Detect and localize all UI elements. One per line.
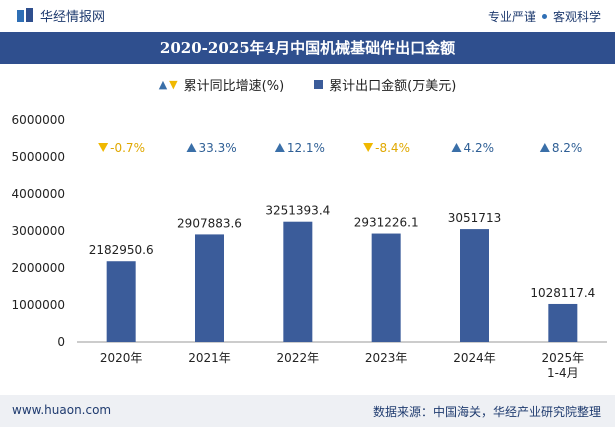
up-triangle-icon — [186, 143, 197, 152]
bar-value-label: 3251393.4 — [265, 204, 330, 218]
brand: 华经情报网 — [16, 6, 105, 25]
tagline-left: 专业严谨 — [487, 10, 536, 24]
bar — [548, 303, 578, 342]
bar-value-label: 2182950.6 — [89, 243, 154, 257]
down-triangle-icon — [98, 143, 109, 152]
legend-label-growth: 累计同比增速(%) — [183, 79, 285, 94]
tagline: 专业严谨 客观科学 — [488, 8, 601, 25]
y-tick-label: 6000000 — [12, 113, 65, 127]
growth-rate-label: 8.2% — [552, 141, 583, 155]
chart-plot: 6000000 5000000 4000000 3000000 2000000 10000… — [12, 113, 607, 380]
y-tick-label: 1000000 — [12, 298, 65, 312]
growth-rate-label: 4.2% — [464, 141, 495, 155]
bar-value-label: 3051713 — [448, 211, 501, 225]
x-tick-label: 2022年 — [277, 351, 320, 365]
up-down-triangle-icon: ▲ ▼ — [158, 78, 178, 91]
legend: ▲ ▼ 累计同比增速(%) 累计出口金额(万美元) — [0, 75, 615, 94]
growth-rate-label: 12.1% — [287, 141, 325, 155]
x-tick-label: 2020年 — [100, 351, 143, 365]
growth-rate-label: -0.7% — [110, 141, 145, 155]
bar — [460, 229, 489, 342]
bar — [283, 221, 313, 342]
bar-value-label: 2907883.6 — [177, 216, 242, 230]
x-tick-label: 2021年 — [188, 351, 231, 365]
separator-dot-icon — [541, 14, 547, 19]
x-tick-label: 2024年 — [453, 351, 496, 365]
legend-label-export: 累计出口金额(万美元) — [329, 79, 457, 94]
y-tick-label: 2000000 — [12, 261, 65, 275]
x-tick-label: 2025年 1-4月 — [542, 351, 585, 380]
x-tick-label: 2023年 — [365, 351, 408, 365]
footer-source: 数据来源：中国海关，华经产业研究院整理 — [372, 405, 601, 419]
bar — [106, 261, 136, 342]
logo-icon — [17, 7, 33, 22]
tagline-right: 客观科学 — [552, 10, 601, 24]
chart-title: 2020-2025年4月中国机械基础件出口金额 — [159, 39, 456, 57]
footer-bar: www.huaon.com 数据来源：中国海关，华经产业研究院整理 — [0, 395, 615, 427]
legend-item-growth: ▲ ▼ 累计同比增速(%) — [159, 75, 284, 94]
down-triangle-icon — [363, 143, 374, 152]
y-tick-label: 5000000 — [12, 150, 65, 164]
title-bar: 2020-2025年4月中国机械基础件出口金额 — [0, 32, 615, 64]
bar-value-label: 2931226.1 — [354, 216, 419, 230]
up-triangle-icon — [451, 143, 462, 152]
up-triangle-icon — [274, 143, 285, 152]
legend-item-export: 累计出口金额(万美元) — [314, 75, 456, 94]
bar — [371, 233, 401, 342]
y-tick-label: 3000000 — [12, 224, 65, 238]
y-tick-label: 0 — [57, 335, 65, 349]
brand-name: 华经情报网 — [40, 10, 106, 25]
growth-rate-label: -8.4% — [375, 141, 410, 155]
growth-rate-label: 33.3% — [199, 141, 237, 155]
bar — [195, 234, 224, 342]
y-tick-label: 4000000 — [12, 187, 65, 201]
header-bar: 华经情报网 专业严谨 客观科学 — [0, 0, 615, 32]
bar-value-label: 1028117.4 — [530, 286, 595, 300]
bar-swatch-icon — [314, 80, 324, 89]
up-triangle-icon — [539, 143, 550, 152]
footer-website: www.huaon.com — [12, 403, 112, 417]
